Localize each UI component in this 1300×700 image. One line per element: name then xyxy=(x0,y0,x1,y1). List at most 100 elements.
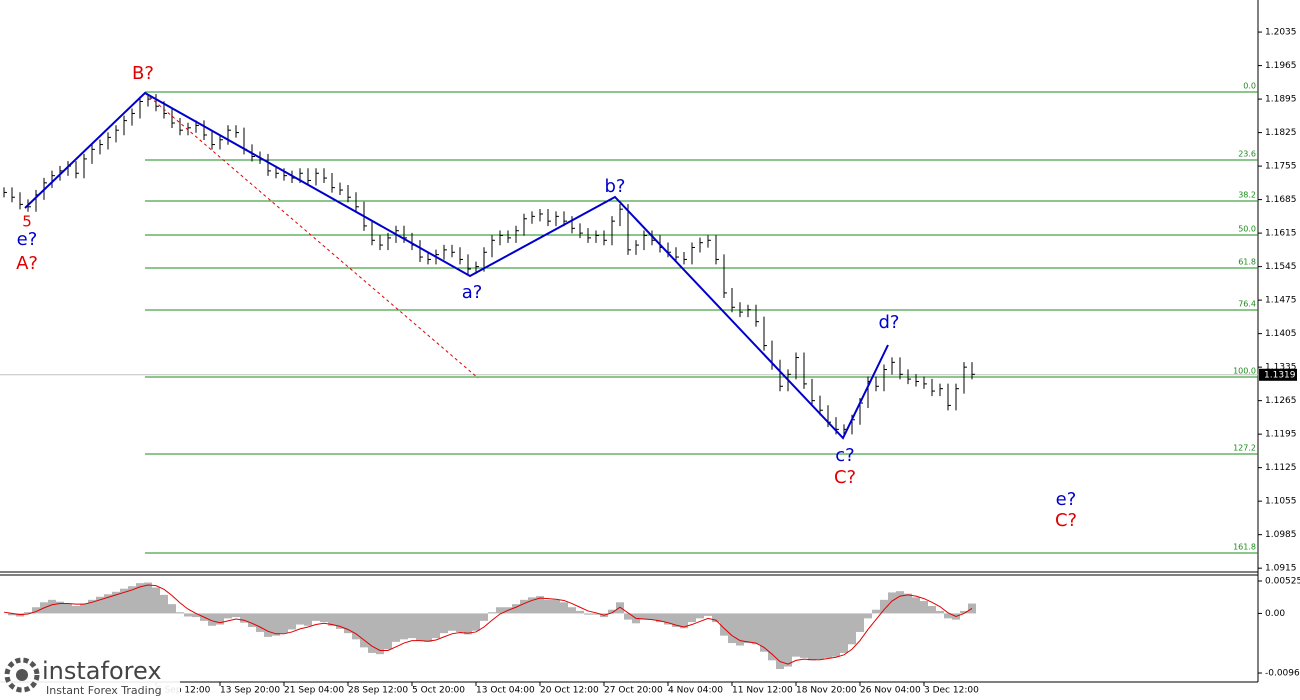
histogram-bar xyxy=(360,613,368,648)
histogram-bar xyxy=(888,592,896,614)
histogram-bar xyxy=(848,613,856,645)
histogram-bar xyxy=(120,588,128,614)
wave-label: C? xyxy=(834,467,856,488)
wave-label: b? xyxy=(605,176,626,197)
y-tick-label: 1.1755 xyxy=(1265,162,1297,172)
y-tick-label: 1.1825 xyxy=(1265,128,1297,138)
histogram-bar xyxy=(704,613,712,616)
histogram-bar xyxy=(552,599,560,614)
histogram-bar xyxy=(296,613,304,625)
histogram-bar xyxy=(544,599,552,614)
y-tick-label: 1.1685 xyxy=(1265,195,1297,205)
histogram-bar xyxy=(624,613,632,620)
histogram-bar xyxy=(912,597,920,614)
y-tick-label: 1.1545 xyxy=(1265,262,1297,272)
histogram-bar xyxy=(736,613,744,646)
histogram-bar xyxy=(184,613,192,617)
histogram-bar xyxy=(376,613,384,655)
x-tick-label: 6 Sep 12:00 xyxy=(156,686,211,696)
histogram-bar xyxy=(832,613,840,657)
histogram-bar xyxy=(768,613,776,661)
histogram-bar xyxy=(672,613,680,628)
y-tick-label: 1.1055 xyxy=(1265,497,1297,507)
x-tick-label: 13 Oct 04:00 xyxy=(476,686,535,696)
x-tick-label: 27 Oct 20:00 xyxy=(604,686,663,696)
signal-line xyxy=(3,584,973,665)
histogram-bar xyxy=(800,613,808,658)
histogram-bar xyxy=(896,591,904,614)
histogram-bar xyxy=(240,613,248,623)
fib-label: 23.6 xyxy=(1238,150,1256,159)
y-tick-label: 0.00 xyxy=(1265,609,1285,619)
y-tick-label: 1.1965 xyxy=(1265,61,1297,71)
histogram-bar xyxy=(568,607,576,614)
histogram-bar xyxy=(392,613,400,642)
wave-line xyxy=(24,91,889,440)
histogram-bar xyxy=(232,613,240,618)
y-tick-label: 1.2035 xyxy=(1265,28,1297,38)
logo-box xyxy=(0,655,180,700)
histogram-bar xyxy=(864,613,872,619)
histogram-bar xyxy=(104,594,112,614)
fib-label: 161.8 xyxy=(1233,543,1256,552)
wave-label: d? xyxy=(879,312,900,333)
y-tick-label: 1.0915 xyxy=(1265,564,1297,574)
histogram-bar xyxy=(456,613,464,632)
fib-label: 38.2 xyxy=(1238,191,1256,200)
histogram-bar xyxy=(336,613,344,629)
y-tick-label: 0.00525 xyxy=(1265,576,1300,586)
logo-brand: instaforex xyxy=(42,657,162,685)
histogram-bar xyxy=(128,586,136,614)
histogram-bar xyxy=(680,613,688,629)
x-tick-label: 26 Nov 04:00 xyxy=(860,686,921,696)
y-tick-label: 1.1335 xyxy=(1265,363,1297,373)
histogram-bar xyxy=(560,602,568,614)
histogram-bar xyxy=(520,599,528,614)
histogram-bar xyxy=(536,596,544,614)
fib-label: 76.4 xyxy=(1238,300,1256,309)
histogram-bar xyxy=(744,613,752,644)
histogram-bar xyxy=(400,613,408,640)
histogram-bar xyxy=(272,613,280,636)
x-tick-label: 28 Sep 12:00 xyxy=(348,686,408,696)
histogram-bar xyxy=(152,587,160,614)
x-tick-label: 21 Sep 04:00 xyxy=(284,686,344,696)
histogram-bar xyxy=(368,613,376,653)
histogram-bar xyxy=(56,601,64,614)
histogram-bar xyxy=(160,594,168,614)
histogram-bar xyxy=(728,613,736,644)
histogram-bar xyxy=(960,610,968,614)
wave-label: C? xyxy=(1055,510,1077,531)
histogram-bar xyxy=(688,613,696,623)
histogram-bar xyxy=(792,613,800,657)
histogram-bar xyxy=(168,604,176,614)
histogram-bar xyxy=(528,597,536,614)
y-tick-label: 1.1125 xyxy=(1265,463,1297,473)
histogram-bar xyxy=(576,610,584,614)
histogram-bar xyxy=(640,613,648,620)
y-tick-label: 1.1475 xyxy=(1265,296,1297,306)
histogram-bar xyxy=(464,613,472,635)
histogram-bar xyxy=(352,613,360,640)
histogram-bar xyxy=(88,599,96,614)
histogram-bar xyxy=(720,613,728,636)
histogram-bar xyxy=(664,613,672,625)
histogram-bar xyxy=(384,613,392,650)
fib-label: 100.0 xyxy=(1233,367,1256,376)
wave-label: c? xyxy=(835,445,854,466)
wave-label: 5 xyxy=(22,213,32,231)
histogram-bar xyxy=(608,609,616,614)
histogram-bar xyxy=(328,613,336,626)
y-tick-label: 1.1195 xyxy=(1265,430,1297,440)
wave-label: e? xyxy=(17,229,38,250)
x-tick-label: 13 Sep 20:00 xyxy=(220,686,280,696)
histogram-bar xyxy=(616,602,624,614)
y-tick-label: 1.1895 xyxy=(1265,95,1297,105)
histogram-bar xyxy=(920,601,928,614)
histogram-bar xyxy=(928,606,936,614)
y-tick-label: 1.0985 xyxy=(1265,530,1297,540)
histogram-bar xyxy=(24,612,32,614)
histogram-bar xyxy=(256,613,264,632)
